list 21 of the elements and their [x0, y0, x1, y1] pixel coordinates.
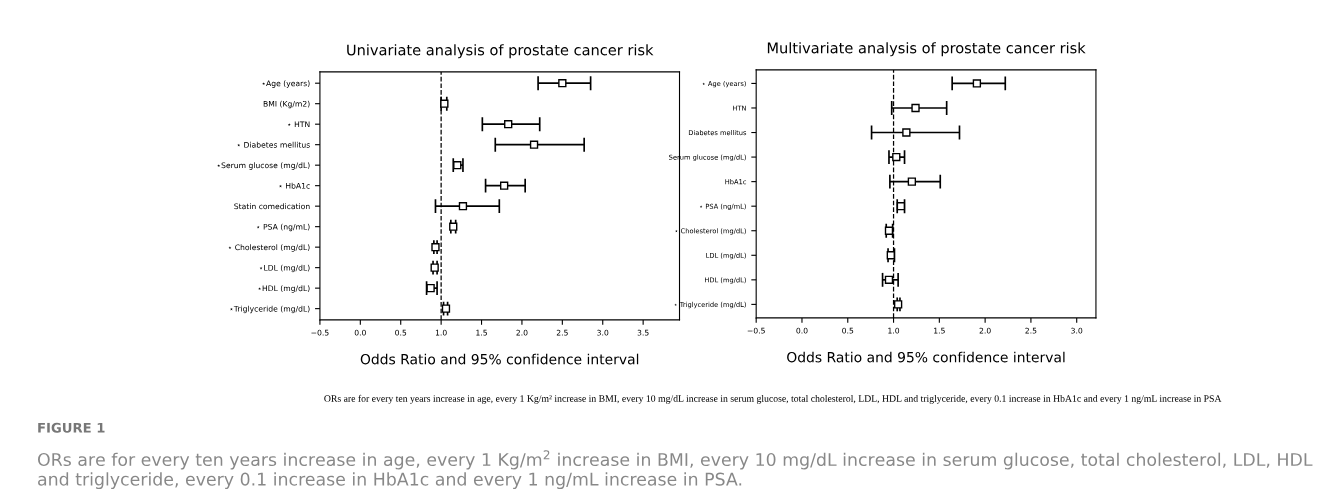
point — [911, 103, 920, 113]
text: ORs are for every ten years increase in age, every 1 Kg/m$^{2}$ increase in BMI, every 10 mg/dL increase in serum glucose, total cholesterol, LDL, HDL and triglyceride, every 0.1 increase in HbA1c and every 1 ng/mL increase in PSA. — [37, 450, 1313, 490]
text: ORs are for every ten years increase in age, every 1 Kg/m² increase in BMI, every 10 mg/dL increase in serum glucose, total cholesterol, LDL, HDL and triglyceride, every 0.1 increase in HbA1c and every 1 ng/mL increase in PSA — [324, 394, 1222, 404]
point — [972, 79, 982, 88]
x-axis-title: Odds Ratio and 95% confidence interval — [787, 351, 1065, 363]
point — [892, 152, 901, 162]
chart-title: Univariate analysis of prostate cancer risk — [347, 44, 654, 59]
point — [902, 128, 911, 137]
x-axis-title: Odds Ratio and 95% confidence interval — [360, 353, 639, 365]
chart-title: Multivariate analysis of prostate cancer risk — [767, 42, 1086, 57]
point — [431, 242, 440, 252]
point — [558, 79, 567, 88]
point — [504, 120, 513, 129]
point — [453, 161, 462, 170]
point — [907, 177, 917, 186]
point — [529, 140, 539, 149]
point — [458, 201, 468, 211]
point — [896, 202, 906, 211]
caption: FIGURE 1 — [38, 422, 105, 433]
point — [884, 275, 894, 285]
point — [499, 181, 509, 190]
